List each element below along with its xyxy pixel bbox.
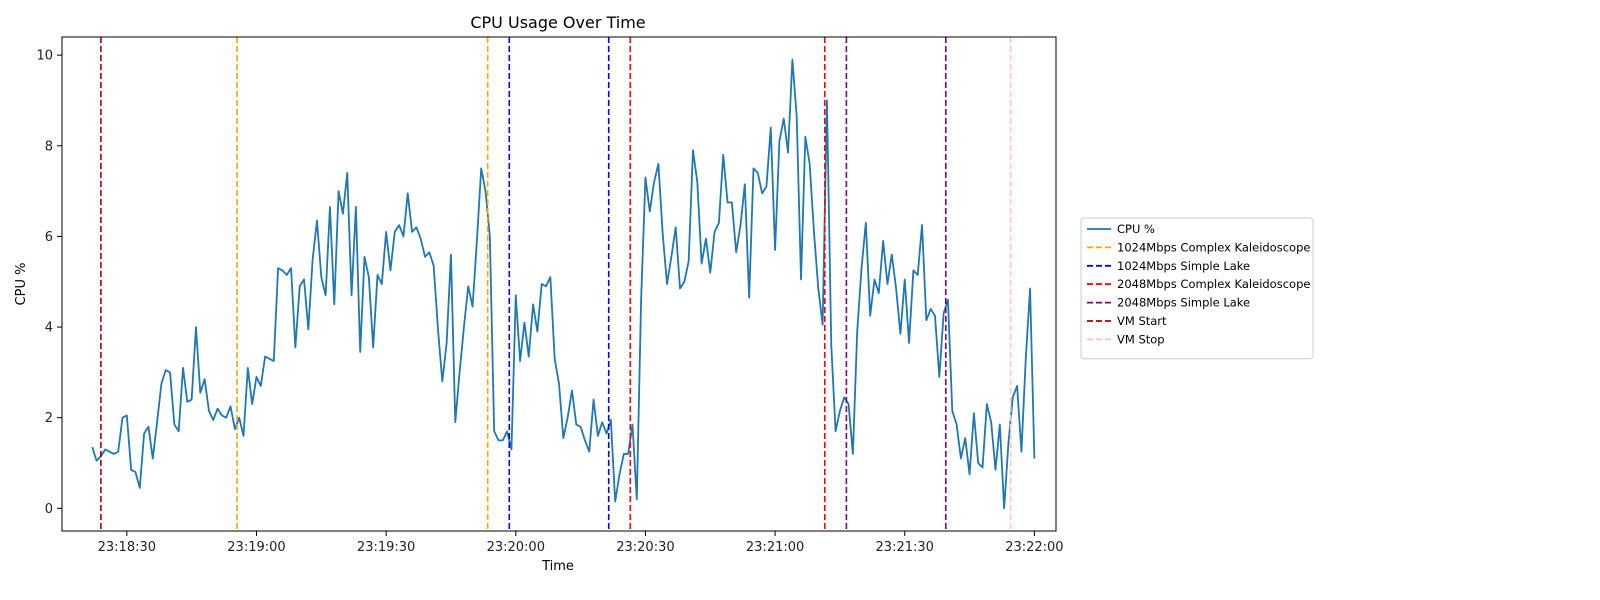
x-axis-label: Time (541, 559, 574, 574)
y-tick-label: 8 (45, 139, 53, 154)
y-axis-label: CPU % (14, 263, 29, 306)
y-axis: 0 2 4 6 8 10 (36, 49, 62, 517)
plot-frame (61, 36, 1057, 532)
x-tick-label: 23:19:00 (227, 540, 285, 555)
legend-label: CPU % (1117, 222, 1155, 236)
legend-label: VM Stop (1117, 332, 1165, 346)
plot-area (91, 37, 1036, 531)
legend-label: 2048Mbps Complex Kaleidoscope (1117, 277, 1310, 291)
x-tick-label: 23:20:30 (616, 540, 674, 555)
x-tick-label: 23:19:30 (357, 540, 415, 555)
legend-label: 1024Mbps Simple Lake (1117, 259, 1250, 273)
legend: CPU % 1024Mbps Complex Kaleidoscope 1024Mb… (1080, 217, 1314, 360)
x-tick-label: 23:21:30 (876, 540, 934, 555)
x-tick-label: 23:20:00 (487, 540, 545, 555)
legend-label: 1024Mbps Complex Kaleidoscope (1117, 240, 1310, 254)
x-axis: 23:18:30 23:19:00 23:19:30 23:20:00 23:20:30… (98, 531, 1064, 555)
y-tick-label: 2 (45, 411, 53, 426)
chart-title: CPU Usage Over Time (470, 13, 645, 32)
y-tick-label: 10 (36, 49, 53, 64)
legend-label: 2048Mbps Simple Lake (1117, 296, 1250, 310)
y-tick-label: 0 (45, 502, 53, 517)
legend-frame (1080, 217, 1314, 360)
x-tick-label: 23:22:00 (1005, 540, 1063, 555)
legend-label: VM Start (1117, 314, 1167, 328)
y-tick-label: 4 (45, 321, 53, 336)
y-tick-label: 6 (45, 230, 53, 245)
x-tick-label: 23:21:00 (746, 540, 804, 555)
series-line-cpu (91, 58, 1036, 510)
x-tick-label: 23:18:30 (98, 540, 156, 555)
